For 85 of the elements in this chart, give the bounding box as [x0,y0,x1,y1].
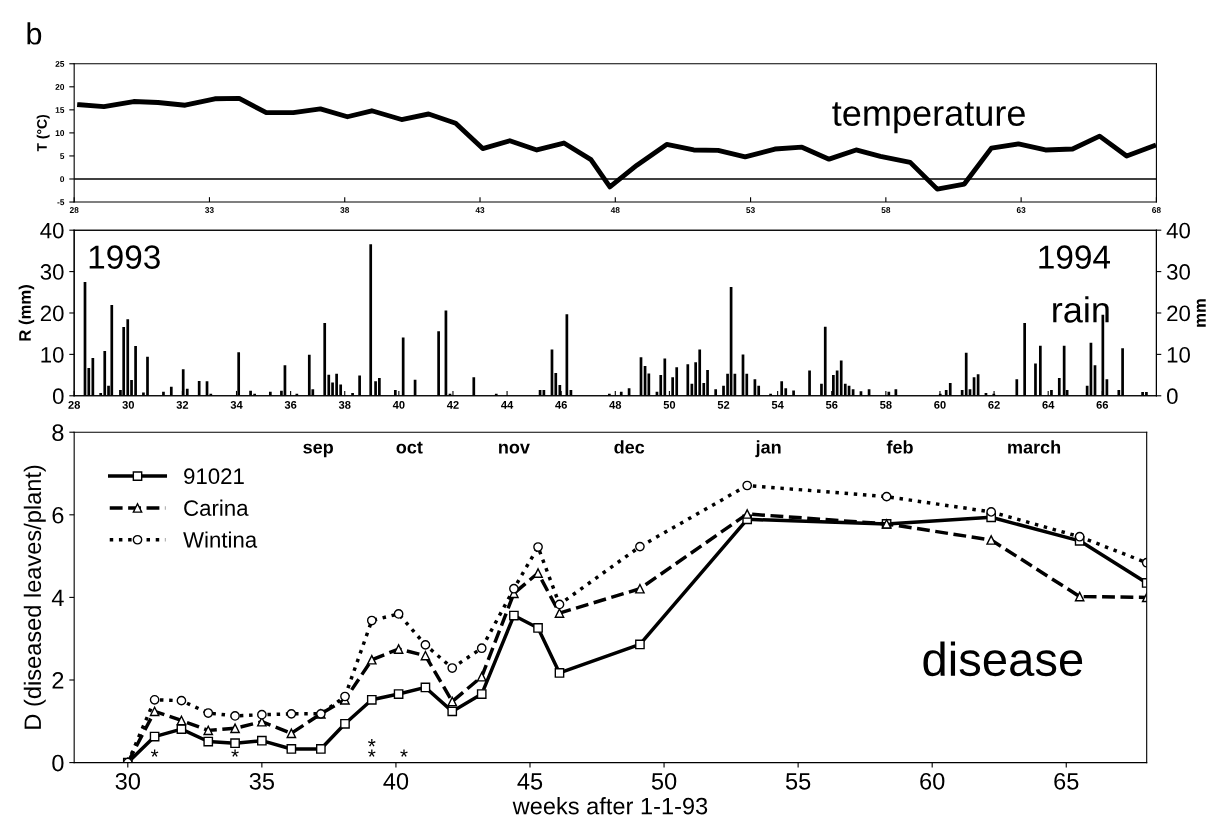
x-tick-label: 55 [785,773,811,790]
x-tick-label: 35 [249,772,275,790]
y2-tick-label: 10 [1167,346,1190,363]
y-axis-title: D (diseased leaves/plant) [23,465,46,729]
y-tick-label: 4 [51,589,64,606]
y-tick-label: 2 [52,672,64,689]
y-tick-label: 0 [52,754,64,772]
annotation: 1993 [89,245,160,269]
y2-tick-label: 30 [1166,264,1190,280]
y-tick-label: 15 [55,107,65,113]
x-tick-label: 58 [881,207,891,214]
annotation: rain [1053,296,1109,323]
x-tick-label: 62 [988,400,1000,409]
annotation: temperature [832,102,1025,134]
x-tick-label: 53 [746,207,755,214]
x-tick-label: 64 [1042,400,1055,409]
y-axis-title: T (°C) [36,114,50,152]
y-tick-label: 10 [55,130,65,136]
x-tick-label: 38 [340,207,350,214]
y2-tick-label: 40 [1166,222,1190,239]
x-tick-label: 40 [392,400,405,409]
y-tick-label: 8 [52,424,64,441]
x-tick-label: 60 [920,772,945,790]
legend-label: Wintina [183,531,258,548]
x-tick-label: 34 [230,400,243,409]
x-tick-label: 36 [284,400,297,409]
x-tick-label: 46 [555,400,567,409]
x-tick-label: 54 [771,401,784,409]
y-tick-label: 0 [60,176,65,183]
x-tick-label: 38 [338,400,351,409]
chart-title: b [27,22,42,45]
y-tick-label: 25 [55,60,65,67]
x-tick-label: 66 [1096,400,1109,409]
y2-axis-title: mm [1196,299,1206,327]
x-tick-label: 30 [122,400,135,409]
annotation: march [1008,440,1061,454]
y-axis-title: R (mm) [18,285,35,341]
annotation: feb [886,440,913,454]
annotation: * [368,739,376,747]
annotation: * [150,749,159,757]
y-tick-label: 6 [52,506,64,524]
x-tick-label: 56 [825,400,838,409]
legend-label: Carina [184,499,249,516]
y-tick-label: 20 [55,84,65,90]
y2-tick-label: 20 [1167,305,1190,322]
x-tick-label: 63 [1016,207,1026,214]
annotation: * [231,749,239,757]
annotation: oct [396,441,423,454]
annotation: dec [614,440,645,454]
x-tick-label: 65 [1054,772,1079,790]
annotation: 1994 [1039,245,1110,269]
x-tick-label: 50 [651,772,677,790]
annotation: jan [755,440,781,458]
x-tick-label: 28 [69,207,79,214]
y-tick-label: 0 [52,388,64,405]
y-tick-label: 10 [41,346,64,363]
annotation: nov [499,443,530,454]
x-tick-label: 28 [68,400,81,409]
annotation: * [368,749,376,757]
x-tick-label: 32 [176,400,189,409]
x-tick-label: 50 [663,400,676,409]
x-tick-label: 42 [446,400,459,409]
x-tick-label: 33 [205,207,214,214]
legend-label: 91021 [184,468,244,485]
x-tick-label: 48 [609,400,622,409]
x-tick-label: 58 [880,400,892,409]
x-tick-label: 45 [517,773,543,790]
y2-tick-label: 0 [1167,388,1178,405]
y-tick-label: 5 [60,153,65,160]
annotation: * [400,749,408,757]
x-tick-label: 60 [934,400,946,409]
x-tick-label: 68 [1152,207,1161,214]
annotation: sep [303,443,333,458]
x-tick-label: 52 [717,400,730,409]
x-tick-label: 30 [115,772,141,790]
y-tick-label: 20 [40,305,64,322]
y-tick-label: -5 [57,199,65,206]
x-tick-label: 48 [610,207,620,214]
annotation: disease [923,641,1083,677]
x-tick-label: 44 [501,401,514,409]
x-tick-label: 40 [383,772,409,790]
x-tick-label: 43 [475,207,485,214]
y-tick-label: 40 [40,222,64,239]
x-axis-title: weeks after 1-1-93 [512,797,708,815]
y-tick-label: 30 [40,264,64,280]
